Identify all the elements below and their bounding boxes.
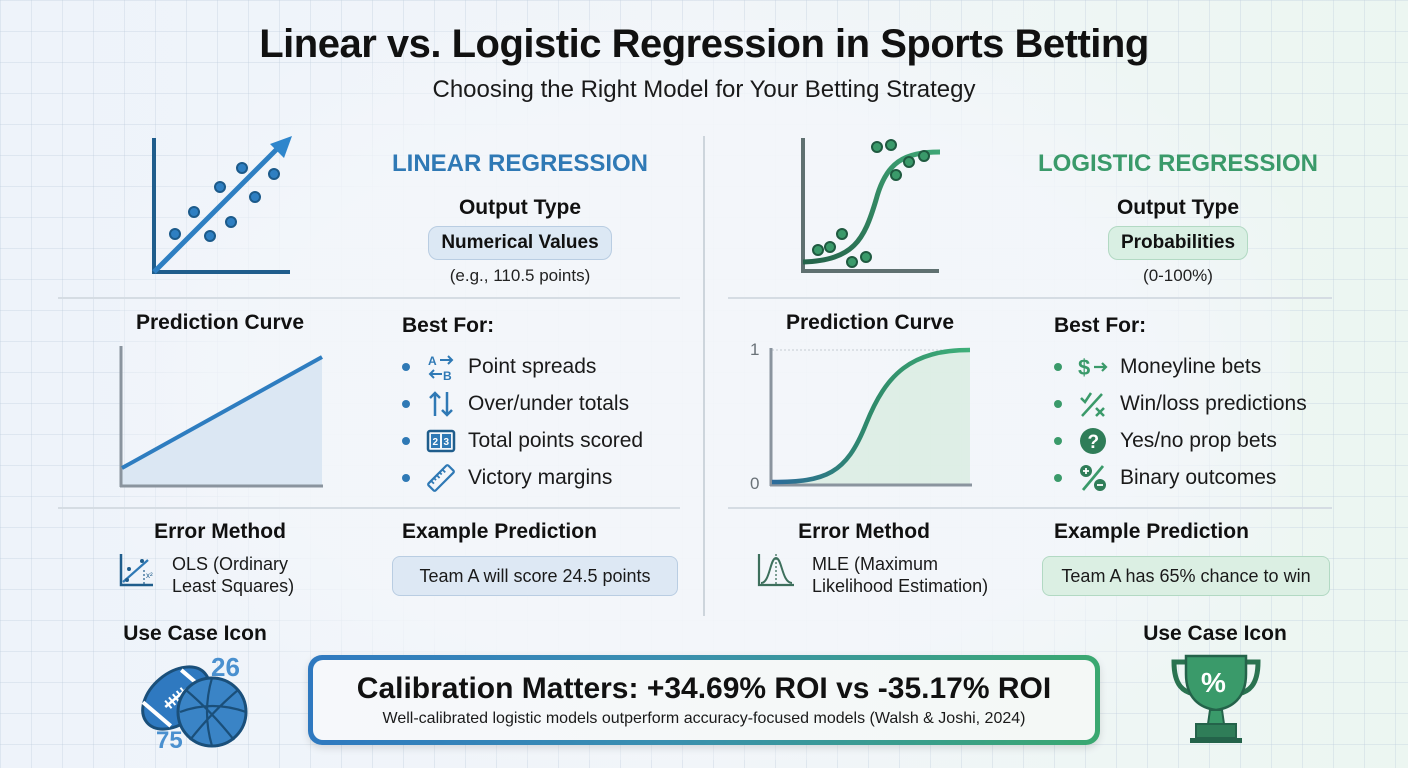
dollar-arrow-icon: $ [1076,353,1110,381]
curve-axis-bottom-label: 0 [750,474,760,493]
logistic-output-type-badge: Probabilities [1107,226,1249,260]
linear-output-type-label: Output Type [458,196,582,219]
linear-output-type-wrap: Numerical Values [380,226,660,260]
check-cross-slash-icon [1076,390,1110,418]
bell-curve-icon [757,554,794,587]
list-item-label: Binary outcomes [1120,465,1277,489]
bullet [402,362,410,371]
logistic-heading: LOGISTIC REGRESSION [1037,150,1319,177]
logistic-prediction-curve-label: Prediction Curve [785,311,955,334]
logistic-example-box: Team A has 65% chance to win [1042,556,1330,596]
sigmoid-scatter-icon [801,138,941,273]
logistic-example-label: Example Prediction [1054,520,1249,543]
list-item-label: Total points scored [468,428,644,452]
callout-inner: Calibration Matters: +34.69% ROI vs -35.… [313,660,1095,740]
section-divider [728,297,1332,299]
svg-text:26: 26 [211,652,240,682]
list-item: $ Moneyline bets [1054,348,1307,385]
list-item: Victory margins [402,459,643,496]
bullet [1054,362,1062,371]
list-item-label: Win/loss predictions [1120,391,1307,415]
column-divider [703,136,705,616]
logistic-output-type-wrap: Probabilities [1038,226,1318,260]
trophy-percent-icon: % [1171,654,1261,743]
logistic-error-method-text: MLE (Maximum Likelihood Estimation) [812,553,988,597]
logistic-output-type-note: (0-100%) [1143,266,1213,285]
section-divider [728,507,1332,509]
ols-fit-icon: x² [119,554,153,587]
error-method-line: OLS (Ordinary [172,554,289,574]
football-basketball-scores-icon: 26 75 [141,652,248,750]
list-item-label: Victory margins [468,465,613,489]
logistic-best-for-list: $ Moneyline bets Win/loss predictions ? … [1054,348,1307,496]
svg-text:x²: x² [146,571,153,580]
callout-title: Calibration Matters: +34.69% ROI vs -35.… [356,672,1052,705]
list-item-label: Yes/no prop bets [1120,428,1277,452]
error-method-line: MLE (Maximum [812,554,939,574]
linear-example-label: Example Prediction [402,520,597,543]
bullet [1054,436,1062,445]
callout-subtitle: Well-calibrated logistic models outperfo… [382,710,1026,727]
svg-text:%: % [1201,667,1226,698]
list-item: Binary outcomes [1054,459,1307,496]
svg-text:3: 3 [444,437,450,448]
logistic-output-type-label: Output Type [1116,196,1240,219]
logistic-prediction-curve-chart [769,347,972,487]
logistic-best-for-label: Best For: [1054,314,1147,337]
ruler-icon [424,463,458,492]
question-circle-icon: ? [1076,427,1110,455]
bullet [1054,473,1062,482]
linear-best-for-label: Best For: [402,314,495,337]
error-method-line: Likelihood Estimation) [812,576,989,596]
scatter-trend-arrow-icon [152,136,292,274]
logistic-use-case-label: Use Case Icon [1143,622,1287,645]
page-title: Linear vs. Logistic Regression in Sports… [259,22,1149,66]
svg-text:?: ? [1088,432,1100,453]
list-item: Over/under totals [402,385,643,422]
svg-text:75: 75 [156,727,183,750]
list-item-label: Point spreads [468,354,597,378]
list-item-label: Moneyline bets [1120,354,1262,378]
curve-axis-top-label: 1 [750,340,760,359]
svg-text:2: 2 [433,437,439,448]
bullet [402,473,410,482]
svg-text:$: $ [1078,355,1090,380]
page-subtitle: Choosing the Right Model for Your Bettin… [432,76,976,103]
logistic-error-method-label: Error Method [798,520,930,543]
list-item-label: Over/under totals [468,391,630,415]
section-divider [58,507,680,509]
linear-use-case-label: Use Case Icon [123,622,267,645]
linear-error-method-label: Error Method [154,520,286,543]
bullet [402,399,410,408]
bullet [402,436,410,445]
linear-prediction-curve-label: Prediction Curve [135,311,305,334]
section-divider [58,297,680,299]
linear-prediction-curve-chart [119,346,323,488]
linear-example-box: Team A will score 24.5 points [392,556,678,596]
bullet [1054,399,1062,408]
list-item: ? Yes/no prop bets [1054,422,1307,459]
linear-heading: LINEAR REGRESSION [391,150,649,177]
svg-text:A: A [428,354,437,368]
linear-output-type-note: (e.g., 110.5 points) [449,266,591,285]
calibration-callout: Calibration Matters: +34.69% ROI vs -35.… [308,655,1100,745]
linear-error-method-text: OLS (Ordinary Least Squares) [172,553,294,597]
list-item: Win/loss predictions [1054,385,1307,422]
plus-minus-percent-icon [1076,464,1110,492]
up-down-arrows-icon [424,390,458,418]
error-method-line: Least Squares) [172,576,295,596]
svg-text:B: B [443,369,452,381]
linear-output-type-badge: Numerical Values [428,226,612,260]
